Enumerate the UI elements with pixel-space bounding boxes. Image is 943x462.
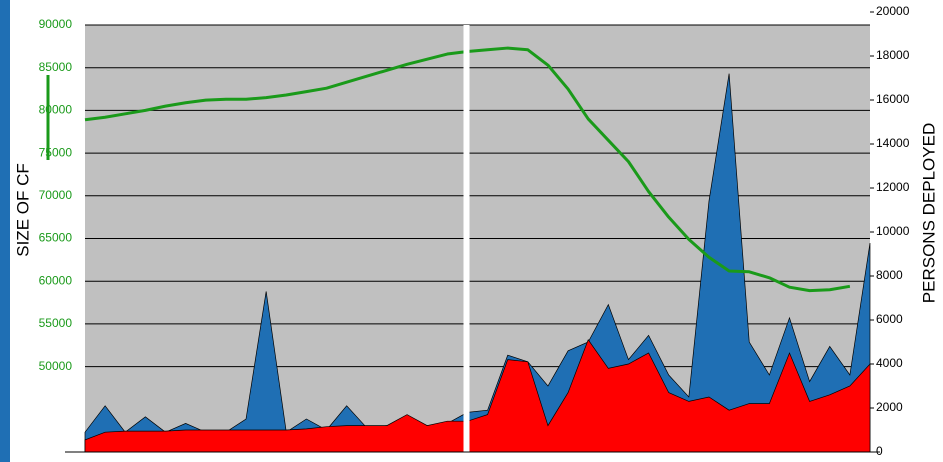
plot-layer <box>84 24 871 453</box>
y-tick-label: 85000 <box>39 60 73 74</box>
y2-axis-title: PERSONS DEPLOYED <box>919 123 938 303</box>
y-tick-label: 70000 <box>39 188 73 202</box>
edge-strip <box>0 0 10 462</box>
area <box>84 339 871 453</box>
y-tick-label: 60000 <box>39 273 73 287</box>
y-tick-label: 50000 <box>39 359 73 373</box>
y-axis-title: SIZE OF CF <box>13 163 32 257</box>
y2-tick-label: 6000 <box>876 312 903 326</box>
y2-tick-label: 16000 <box>876 92 910 106</box>
y2-tick-label: 0 <box>876 444 883 458</box>
y2-tick-label: 12000 <box>876 180 910 194</box>
y2-tick-label: 18000 <box>876 48 910 62</box>
y2-tick-label: 4000 <box>876 356 903 370</box>
y2-tick-label: 14000 <box>876 136 910 150</box>
y-tick-label: 65000 <box>39 231 73 245</box>
y-tick-label: 90000 <box>39 17 73 31</box>
y2-tick-label: 8000 <box>876 268 903 282</box>
y-tick-label: 75000 <box>39 145 73 159</box>
y2-tick-label: 2000 <box>876 400 903 414</box>
y-tick-label: 80000 <box>39 103 73 117</box>
y2-tick-label: 10000 <box>876 224 910 238</box>
y2-tick-label: 20000 <box>876 4 910 18</box>
y-tick-label: 55000 <box>39 316 73 330</box>
